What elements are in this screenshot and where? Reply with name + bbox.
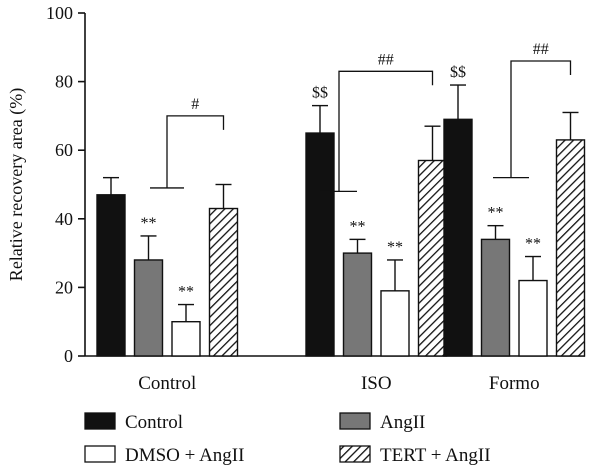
bars-layer — [96, 84, 586, 357]
y-tick-label: 20 — [55, 277, 73, 297]
comparison-bracket — [166, 115, 225, 188]
x-category-label: ISO — [361, 373, 392, 394]
significance-label: ** — [387, 239, 403, 256]
significance-label: ** — [141, 215, 157, 232]
bar — [480, 238, 511, 357]
y-tick-label: 80 — [55, 72, 73, 92]
y-axis-label: Relative recovery area (%) — [6, 88, 27, 281]
bracket-label: # — [191, 96, 199, 113]
legend-label: Control — [125, 412, 183, 433]
y-tick-label: 60 — [55, 140, 73, 160]
y-tick-label: 0 — [64, 346, 73, 366]
bar — [417, 159, 448, 357]
bar — [342, 252, 373, 357]
legend: Control AngII DMSO + AngII TERT + AngII — [84, 412, 491, 466]
significance-label: ** — [350, 218, 366, 235]
bar — [208, 207, 239, 357]
axes: 0 20 40 60 80 100 Relative recovery area (%) Co… — [6, 3, 585, 394]
bar — [518, 279, 548, 357]
bar — [96, 194, 126, 357]
annotations-layer: ** ** # $$ ** ** ## $$ ** ** ## — [141, 41, 572, 301]
y-tick-label: 100 — [46, 3, 73, 23]
bracket-label: ## — [378, 51, 394, 68]
comparison-bracket — [510, 60, 572, 178]
significance-label: $$ — [450, 64, 466, 81]
legend-label: AngII — [380, 412, 425, 433]
legend-swatch — [339, 445, 371, 463]
significance-label: ** — [178, 284, 194, 301]
x-category-label: Formo — [489, 373, 540, 394]
x-category-label: Control — [138, 373, 196, 394]
significance-label: ** — [525, 236, 541, 253]
legend-swatch — [84, 412, 116, 430]
bracket-label: ## — [533, 41, 549, 58]
bar — [443, 118, 473, 357]
bar — [380, 290, 410, 357]
significance-label: $$ — [312, 85, 328, 102]
bar — [171, 321, 201, 357]
y-tick-label: 40 — [55, 209, 73, 229]
legend-swatch — [84, 445, 116, 463]
bar — [555, 139, 586, 357]
significance-label: ** — [488, 205, 504, 222]
bar — [305, 132, 335, 357]
legend-label: DMSO + AngII — [125, 445, 244, 466]
legend-swatch — [339, 412, 371, 430]
comparison-bracket — [338, 70, 434, 192]
bar — [133, 259, 164, 357]
legend-label: TERT + AngII — [380, 445, 491, 466]
